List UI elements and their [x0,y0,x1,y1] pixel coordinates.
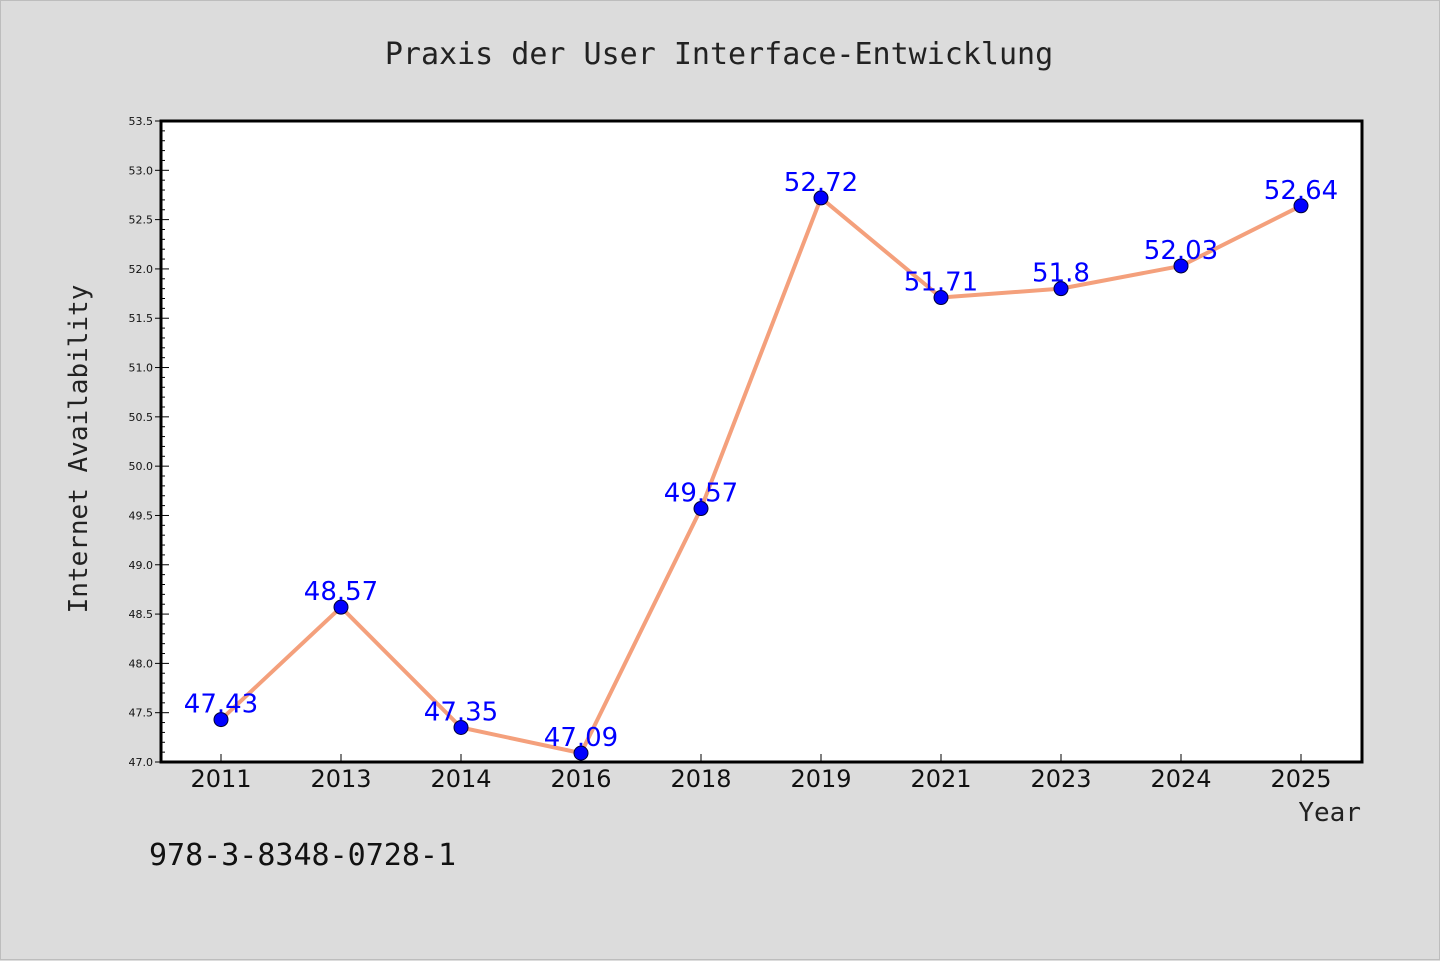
x-axis-title: Year [1298,798,1361,828]
data-point [1173,258,1189,274]
x-tick-label: 2018 [670,765,731,793]
y-tick-label: 52.5 [129,214,154,227]
data-point [933,290,949,306]
x-tick-label: 2025 [1270,765,1331,793]
data-point [693,501,709,517]
chart-title: Praxis der User Interface-Entwicklung [385,37,1053,72]
y-tick-label: 48.0 [129,657,154,670]
data-point [453,719,469,735]
y-axis: 47.0 47.5 48.0 48.5 49.0 49.5 50.0 50.5 51.0 51.5… [129,115,169,769]
data-label: 52.72 [784,168,858,198]
x-tick-label: 2021 [910,765,971,793]
y-tick-label: 48.5 [129,608,154,621]
data-point [1053,281,1069,297]
x-tick-label: 2023 [1030,765,1091,793]
series-layer: 47.43 48.57 47.35 47.09 49.57 52.72 51.71 51.8 5… [184,168,1338,761]
data-point [213,712,229,728]
data-label: 52.64 [1264,176,1338,206]
data-label: 51.71 [904,268,978,298]
data-label: 47.09 [544,723,618,753]
y-tick-label: 47.0 [129,756,154,769]
y-tick-label: 47.5 [129,707,154,720]
data-point [813,190,829,206]
isbn-text: 978-3-8348-0728-1 [149,838,456,873]
data-label: 51.8 [1032,259,1090,289]
data-label: 52.03 [1144,236,1218,266]
x-tick-label: 2011 [190,765,251,793]
x-tick-label: 2014 [430,765,491,793]
x-axis: 2011 2013 2014 2016 2018 2019 2021 2023 2024 2025 [190,754,1332,793]
data-label: 48.57 [304,577,378,607]
series-line [219,195,1302,756]
y-tick-label: 51.5 [129,312,154,325]
plot-area [159,119,1364,764]
y-tick-label: 50.5 [129,411,154,424]
y-tick-label: 52.0 [129,263,154,276]
y-tick-label: 49.0 [129,559,154,572]
y-tick-label: 49.5 [129,509,154,522]
data-label: 49.57 [664,479,738,509]
y-tick-label: 53.5 [129,115,154,128]
data-point [573,745,589,761]
data-point [1293,198,1309,214]
x-tick-label: 2013 [310,765,371,793]
data-point [333,599,349,615]
x-tick-label: 2024 [1150,765,1211,793]
data-label: 47.43 [184,690,258,720]
x-tick-label: 2019 [790,765,851,793]
y-tick-label: 53.0 [129,164,154,177]
y-tick-label: 50.0 [129,460,154,473]
x-tick-label: 2016 [550,765,611,793]
y-tick-label: 51.0 [129,362,154,375]
y-axis-title: Internet Availability [64,285,94,614]
data-label: 47.35 [424,697,498,727]
